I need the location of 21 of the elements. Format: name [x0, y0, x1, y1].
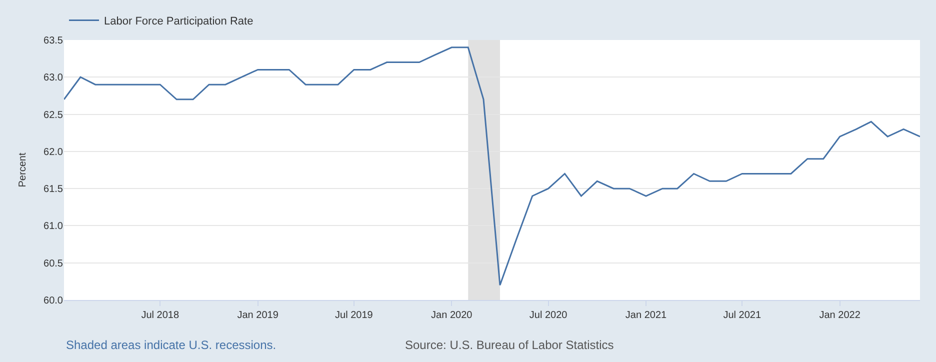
x-tick-label: Jul 2020 [529, 310, 568, 321]
x-tick-label: Jan 2020 [431, 310, 473, 321]
legend-label: Labor Force Participation Rate [104, 16, 254, 28]
y-tick-label: 60.5 [44, 258, 64, 270]
source-note: Source: U.S. Bureau of Labor Statistics [405, 338, 614, 352]
x-tick-label: Jan 2022 [819, 310, 861, 321]
line-series [64, 46, 920, 286]
y-tick-label: 63.0 [44, 72, 64, 84]
x-tick-label: Jul 2021 [723, 310, 762, 321]
y-tick-label: 61.5 [44, 184, 64, 196]
y-tick-label: 63.5 [44, 36, 64, 46]
x-tick-label: Jul 2019 [335, 310, 374, 321]
y-tick-label: 62.0 [44, 146, 64, 158]
y-tick-label: 60.0 [44, 296, 64, 306]
y-axis-title: Percent [18, 152, 29, 188]
y-tick-label: 62.5 [44, 110, 64, 121]
x-tick-label: Jan 2019 [237, 310, 279, 321]
text: Shaded areas indicate U.S. recessions. [66, 338, 276, 352]
y-tick-label: 61.0 [44, 221, 64, 232]
x-tick-label: Jul 2018 [141, 310, 180, 321]
x-tick-label: Jan 2021 [625, 310, 668, 321]
